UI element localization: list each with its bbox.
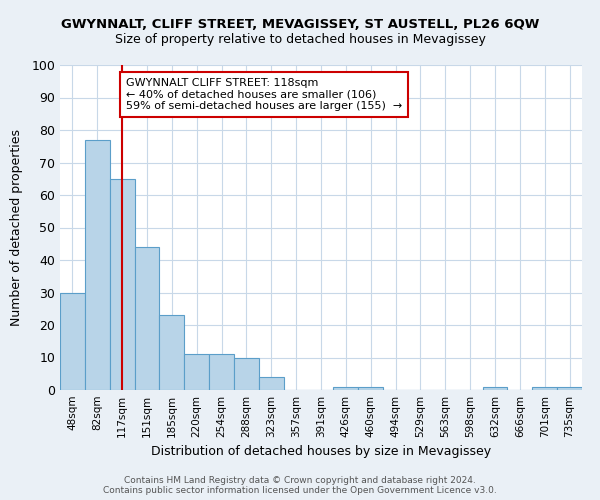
Text: Size of property relative to detached houses in Mevagissey: Size of property relative to detached ho… [115, 32, 485, 46]
Bar [532, 387, 557, 390]
Bar [482, 387, 508, 390]
Y-axis label: Number of detached properties: Number of detached properties [10, 129, 23, 326]
Bar [160, 316, 184, 390]
Bar [259, 377, 284, 390]
Bar [557, 387, 582, 390]
Bar [134, 247, 160, 390]
Bar [234, 358, 259, 390]
Bar [85, 140, 110, 390]
Bar [110, 179, 134, 390]
Text: GWYNNALT, CLIFF STREET, MEVAGISSEY, ST AUSTELL, PL26 6QW: GWYNNALT, CLIFF STREET, MEVAGISSEY, ST A… [61, 18, 539, 30]
Text: Contains HM Land Registry data © Crown copyright and database right 2024.: Contains HM Land Registry data © Crown c… [124, 476, 476, 485]
Bar [209, 354, 234, 390]
Text: GWYNNALT CLIFF STREET: 118sqm
← 40% of detached houses are smaller (106)
59% of : GWYNNALT CLIFF STREET: 118sqm ← 40% of d… [126, 78, 402, 111]
X-axis label: Distribution of detached houses by size in Mevagissey: Distribution of detached houses by size … [151, 446, 491, 458]
Bar [184, 354, 209, 390]
Bar [60, 292, 85, 390]
Text: Contains public sector information licensed under the Open Government Licence v3: Contains public sector information licen… [103, 486, 497, 495]
Bar [334, 387, 358, 390]
Bar [358, 387, 383, 390]
